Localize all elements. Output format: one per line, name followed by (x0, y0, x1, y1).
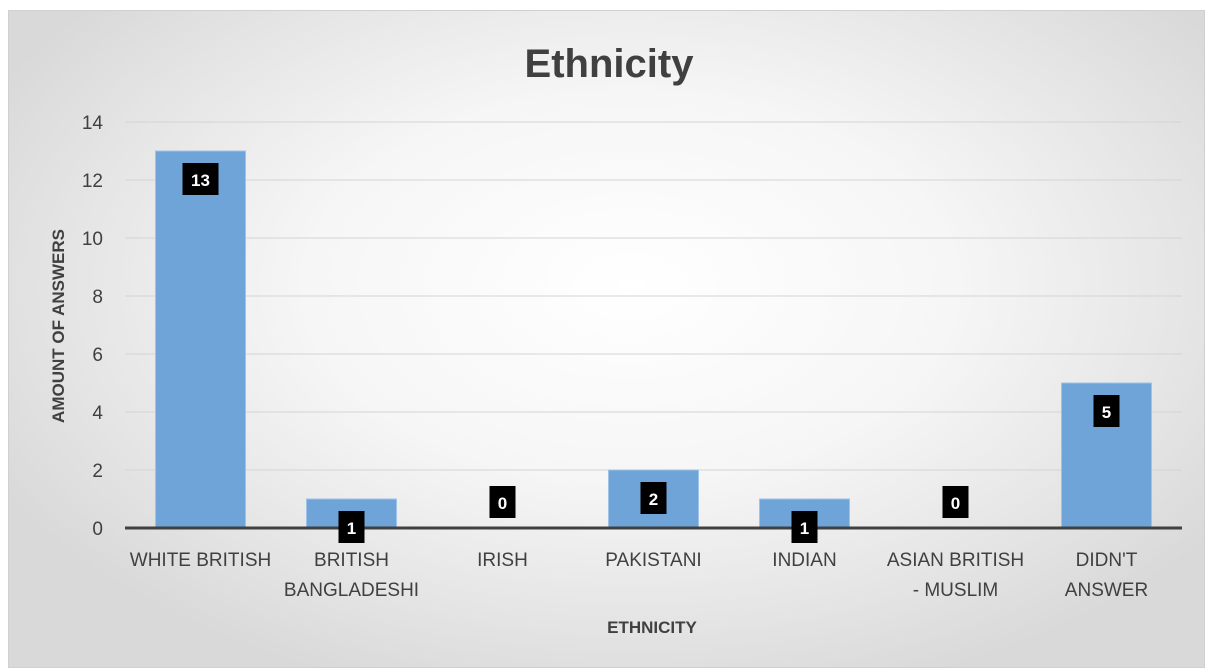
y-tick-label: 4 (92, 403, 103, 424)
y-tick-label: 6 (92, 345, 103, 366)
data-label-box (640, 482, 667, 514)
x-tick-label: ASIAN BRITISH (887, 550, 1024, 571)
bar (155, 150, 246, 529)
data-label: 13 (191, 171, 210, 190)
data-label: 0 (951, 494, 960, 513)
x-tick-label: PAKISTANI (605, 550, 701, 571)
y-tick-label: 0 (92, 519, 103, 540)
y-tick-label: 10 (82, 229, 103, 250)
x-tick-label: DIDN'T (1076, 550, 1138, 571)
data-label: 1 (800, 519, 809, 538)
data-label: 0 (498, 494, 507, 513)
data-label: 5 (1102, 403, 1111, 422)
data-label-box (1093, 395, 1120, 427)
data-label-box (942, 486, 969, 518)
data-label-box (489, 486, 516, 518)
data-labels: 13 1 0 2 1 0 5 (182, 163, 1120, 543)
gridlines (125, 121, 1182, 471)
x-axis-title: ETHNICITY (607, 618, 697, 637)
bars (155, 150, 1152, 529)
data-label: 1 (347, 519, 356, 538)
x-tick-label: - MUSLIM (913, 580, 999, 601)
y-tick-label: 8 (92, 287, 103, 308)
x-tick-label: IRISH (477, 550, 528, 571)
x-axis-categories: WHITE BRITISH BRITISH BANGLADESHI IRISH PAKI… (130, 550, 1148, 601)
data-label-box (338, 511, 365, 543)
data-label: 2 (649, 490, 658, 509)
chart-title: Ethnicity (525, 42, 695, 86)
y-tick-label: 2 (92, 461, 103, 482)
x-tick-label: INDIAN (772, 550, 836, 571)
data-label-box (791, 511, 818, 543)
x-tick-label: BANGLADESHI (284, 580, 419, 601)
y-axis-ticks: 0 2 4 6 8 10 12 14 (82, 113, 104, 540)
y-tick-label: 12 (82, 171, 103, 192)
x-tick-label: BRITISH (314, 550, 389, 571)
x-tick-label: ANSWER (1065, 580, 1148, 601)
x-tick-label: WHITE BRITISH (130, 550, 271, 571)
data-label-box (182, 163, 219, 195)
y-axis-title: AMOUNT OF ANSWERS (49, 229, 68, 423)
y-tick-label: 14 (82, 113, 104, 134)
